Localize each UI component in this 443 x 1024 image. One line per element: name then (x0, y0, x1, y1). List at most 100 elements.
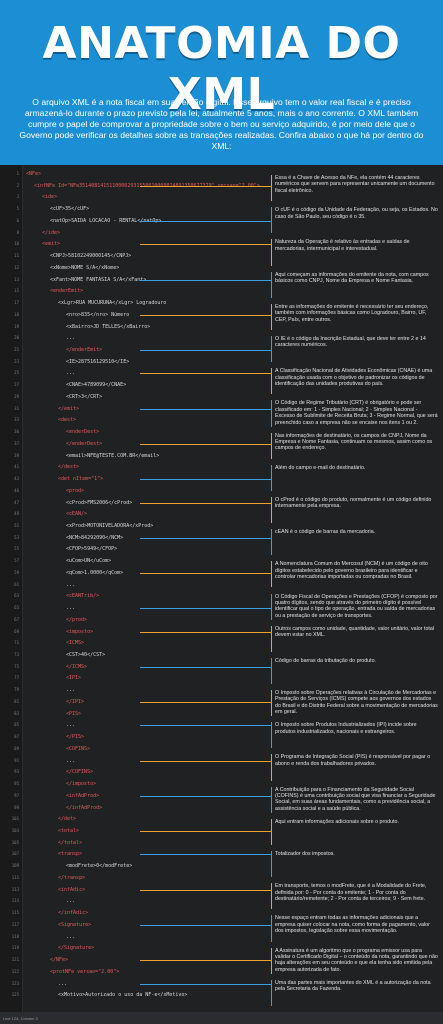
annotation-bar (271, 335, 272, 363)
connector-line (140, 854, 271, 856)
code-line: <dest> (58, 417, 77, 424)
line-number: 113 (11, 886, 19, 892)
page-title: ANATOMIA DO XML (42, 18, 401, 120)
connector-line (140, 502, 271, 504)
line-number: 117 (11, 921, 19, 927)
status-text: Line 124, Column 3 (3, 1016, 38, 1021)
line-number: 81 (14, 698, 19, 704)
connector-line (140, 279, 271, 281)
code-line: <ICMS> (66, 640, 85, 647)
annotation-note: Entre as informações do emitente é neces… (275, 303, 429, 323)
annotation-note: O Programa de Integração Social (PIS) é … (275, 754, 431, 767)
line-number: 41 (14, 464, 19, 470)
connector-line (140, 479, 271, 481)
annotation-note: O cProd é o código do produto, normalmen… (275, 496, 432, 510)
annotation-note: Nas informações de destinatário, os camp… (275, 432, 433, 452)
code-line: <protNFe versao="2.00"> (50, 968, 120, 975)
annotation-bar (271, 400, 272, 427)
line-number: 57 (14, 558, 19, 564)
annotation-bar (271, 561, 272, 588)
annotation-note: Natureza da Operação é relativo às entra… (275, 239, 410, 252)
line-number: 114 (11, 898, 19, 904)
code-line: <cEANTrib/> (66, 593, 100, 600)
code-line: </enderDest> (66, 440, 103, 447)
code-line: <natOp>SAIDA LOCACAO - RENTAL</natOp> (50, 217, 162, 224)
code-line: <xNome>NOME S/A</xNome> (50, 264, 120, 271)
code-line: </COFINS> (66, 769, 94, 776)
annotation-bar (271, 239, 272, 266)
line-number: 89 (14, 745, 19, 751)
line-number: 109 (11, 863, 19, 869)
annotation-bar (271, 303, 272, 330)
code-line: <IE>287516129510</IE> (66, 358, 130, 365)
connector-line (140, 795, 271, 797)
line-number: 13 (14, 276, 19, 282)
line-number: 29 (14, 393, 19, 399)
line-number: 77 (14, 675, 19, 681)
annotation-bar (271, 690, 272, 717)
line-number: 119 (11, 945, 19, 951)
code-line: <ide> (42, 194, 58, 201)
line-number: 115 (11, 910, 19, 916)
annotation-bar (271, 818, 272, 846)
line-number: 46 (14, 487, 19, 493)
line-number: 65 (14, 605, 19, 611)
code-line: </emit> (58, 405, 80, 412)
line-number: 69 (14, 628, 19, 634)
code-line: </IPI> (66, 698, 85, 705)
line-number: 33 (14, 417, 19, 423)
annotation-note: O Imposto sobre Produtos Industrializado… (275, 722, 417, 735)
code-line: ... (66, 898, 76, 905)
code-line: <cUF>35</cUF> (50, 206, 90, 213)
code-line: <NCM>84292090</NCM> (66, 534, 124, 541)
line-number: 15 (14, 288, 19, 294)
annotation-note: O Código de Regime Tributário (CRT) é ob… (275, 400, 438, 426)
code-line: <IPI> (66, 675, 82, 682)
code-line: <xLgr>RUA MUCURUNA</xLgr> Logradouro (58, 300, 167, 307)
connector-line (140, 725, 271, 727)
annotation-note: Código de barras da tributação do produt… (275, 657, 377, 664)
annotation-bar (271, 464, 272, 491)
annotation-note: Uma das partes mais importantes do XML é… (275, 979, 431, 993)
code-line: <CST>40</CST> (66, 652, 106, 659)
line-number: 43 (14, 476, 19, 482)
code-editor: 1 2 3 5 6 8 10 11 12 13 15 17 18 19 20 21 23 25 27 29 31 33 36… (0, 165, 443, 1012)
code-line: </ide> (42, 229, 61, 236)
code-line: ... (66, 581, 76, 588)
code-line: <xFant>NOME FANTASIA S/A</xFant> (50, 276, 147, 283)
connector-line (140, 314, 271, 316)
line-number: 39 (14, 452, 19, 458)
line-number: 79 (14, 687, 19, 693)
annotation-bar (271, 754, 272, 781)
line-number: 19 (14, 323, 19, 329)
code-line: </total> (58, 839, 83, 846)
code-line: <transp> (58, 851, 83, 858)
annotation-note: O IE é o código da Inscrição Estadual, q… (275, 335, 426, 349)
line-number: 125 (11, 992, 19, 998)
annotation-note: A Classificação Nacional de Atividades E… (275, 368, 433, 387)
code-line: ... (66, 605, 76, 612)
line-number: 63 (14, 593, 19, 599)
code-line: <nro>835</nro> Número (66, 311, 130, 318)
line-number: 59 (14, 569, 19, 575)
annotation-note: Outros campos como unidade, quantidade, … (275, 625, 434, 639)
line-number: 6 (16, 217, 19, 223)
code-line: <Signature> (58, 921, 92, 928)
code-line: <total> (58, 828, 80, 834)
annotation-note: Essa é a Chave de Acesso da NFe, ela con… (275, 175, 435, 194)
annotation-bar (271, 947, 272, 974)
line-number: 83 (14, 710, 19, 716)
line-number: 5 (16, 206, 19, 212)
code-line: </dest> (58, 464, 80, 471)
annotation-bar (271, 786, 272, 813)
code-line: <qCom>1.0000</qCom> (66, 569, 124, 576)
annotation-bar (271, 657, 272, 685)
line-number: 61 (14, 581, 19, 587)
connector-line (140, 244, 271, 246)
line-number: 111 (11, 874, 19, 880)
code-line: <det nItem="1"> (58, 476, 104, 483)
line-number: 20 (14, 335, 19, 341)
connector-line (140, 983, 271, 985)
line-number: 85 (14, 722, 19, 728)
connector-line (140, 666, 271, 668)
